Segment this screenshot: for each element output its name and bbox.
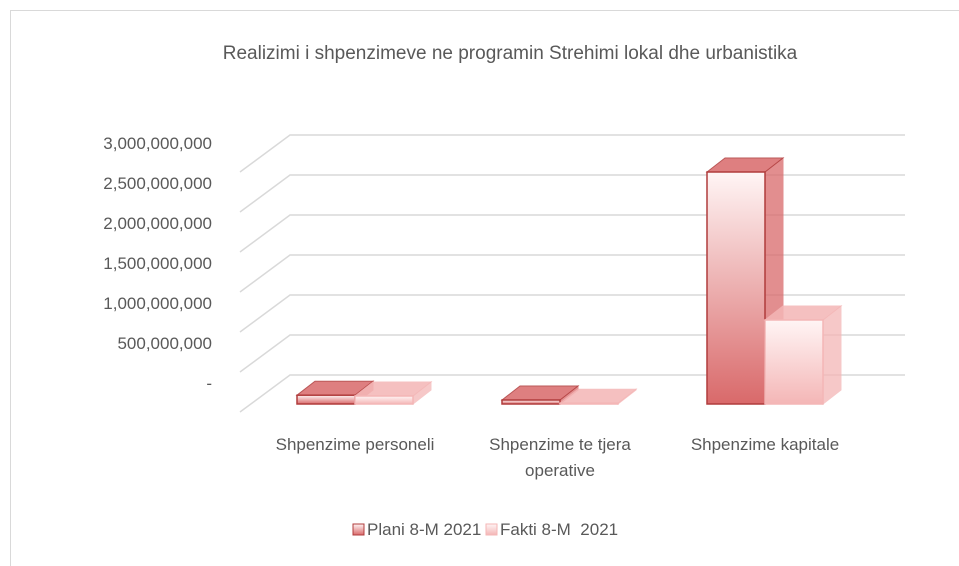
chart-title: Realizimi i shpenzimeve ne programin Str… (222, 43, 798, 64)
y-tick-label: - (206, 374, 212, 393)
grid-line (239, 374, 905, 413)
grid-line (239, 134, 905, 173)
bar-side (822, 304, 842, 406)
x-tick-label: Shpenzime kapitale (690, 435, 840, 454)
y-tick-label: 2,000,000,000 (103, 214, 212, 233)
y-tick-label: 500,000,000 (117, 334, 212, 353)
chart-border (10, 10, 959, 566)
bar (764, 319, 824, 405)
legend-swatch (352, 523, 365, 536)
grid-line (239, 214, 905, 253)
bar (706, 171, 766, 405)
x-tick-label: Shpenzime personeli (275, 435, 435, 454)
bar (296, 394, 356, 405)
grid-line (239, 334, 905, 373)
y-tick-label: 1,000,000,000 (103, 294, 212, 313)
legend-label: Fakti 8-M 2021 (500, 520, 619, 539)
grid-line (239, 294, 905, 333)
legend-swatch (485, 523, 498, 536)
grid-line (239, 254, 905, 293)
legend-label: Plani 8-M 2021 (367, 520, 482, 539)
bar (559, 402, 619, 405)
bar (501, 399, 561, 405)
y-tick-label: 1,500,000,000 (103, 254, 212, 273)
x-tick-label: Shpenzime te tjera operative (489, 435, 631, 480)
y-tick-label: 2,500,000,000 (103, 174, 212, 193)
bar (354, 395, 414, 405)
y-tick-label: 3,000,000,000 (103, 134, 212, 153)
grid-line (239, 174, 905, 213)
